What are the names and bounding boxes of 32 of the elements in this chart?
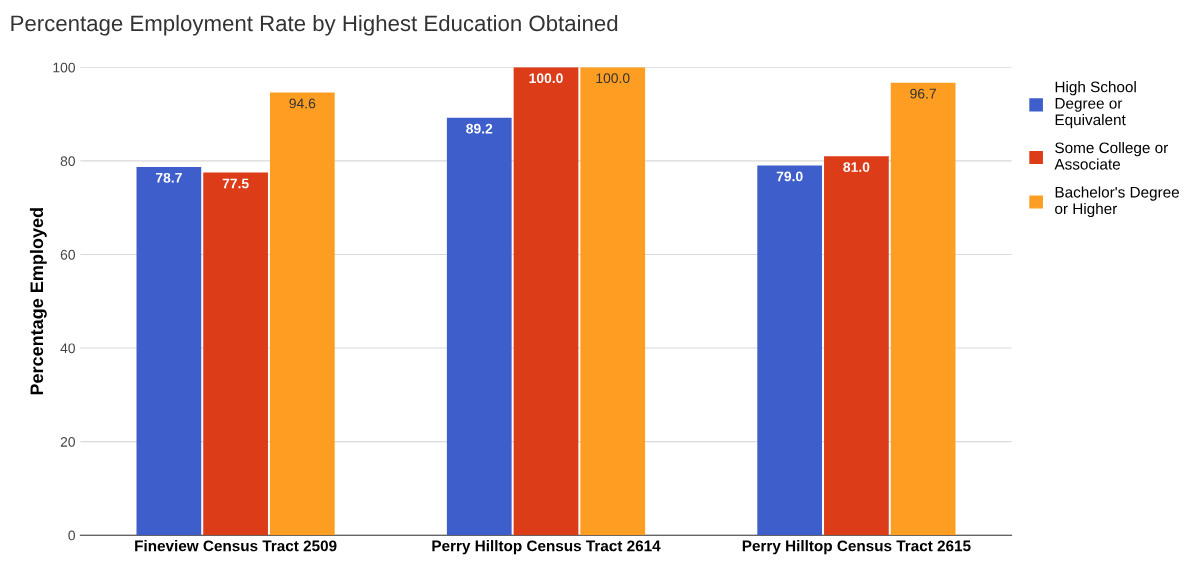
bar bbox=[513, 67, 579, 536]
bar bbox=[824, 156, 889, 536]
x-tick-label: Perry Hilltop Census Tract 2615 bbox=[742, 540, 971, 555]
data-label: 96.7 bbox=[910, 88, 936, 99]
y-tick-label: 40 bbox=[60, 343, 75, 354]
bar bbox=[890, 82, 956, 536]
data-label: 77.5 bbox=[222, 178, 249, 189]
y-tick-label: 60 bbox=[60, 249, 75, 260]
x-tick-label: Perry Hilltop Census Tract 2614 bbox=[432, 540, 661, 555]
data-label: 100.0 bbox=[596, 73, 630, 84]
legend-label: Bachelor's Degree or Higher bbox=[1055, 186, 1179, 218]
bar bbox=[580, 67, 646, 536]
data-label: 100.0 bbox=[529, 73, 563, 84]
data-label: 79.0 bbox=[776, 171, 803, 182]
bar bbox=[757, 165, 823, 536]
data-label: 89.2 bbox=[466, 123, 493, 134]
legend-label: Some College or Associate bbox=[1054, 141, 1168, 170]
bar bbox=[269, 92, 335, 536]
y-tick-label: 20 bbox=[60, 436, 75, 447]
data-label: 81.0 bbox=[843, 162, 870, 172]
y-tick-label: 0 bbox=[68, 530, 75, 541]
legend-label: High School Degree or Equivalent bbox=[1055, 81, 1136, 129]
y-tick-label: 80 bbox=[60, 156, 75, 167]
data-label: 78.7 bbox=[155, 172, 182, 183]
y-tick-label: 100 bbox=[53, 62, 75, 73]
x-tick-label: Fineview Census Tract 2509 bbox=[135, 540, 337, 552]
y-axis-title: Percentage Employed bbox=[29, 208, 47, 395]
chart-title: Percentage Employment Rate by Highest Education Obtained bbox=[11, 14, 618, 36]
data-label: 94.6 bbox=[289, 98, 316, 109]
bar bbox=[136, 166, 202, 536]
bar bbox=[203, 172, 268, 536]
bar bbox=[446, 117, 512, 536]
